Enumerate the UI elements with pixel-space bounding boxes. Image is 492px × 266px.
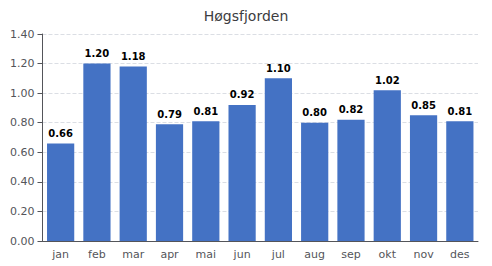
svg-text:sep: sep bbox=[341, 248, 360, 261]
svg-text:apr: apr bbox=[160, 248, 179, 261]
svg-text:jan: jan bbox=[51, 248, 69, 261]
svg-text:des: des bbox=[450, 248, 470, 261]
svg-text:1.20: 1.20 bbox=[10, 57, 35, 70]
svg-text:1.20: 1.20 bbox=[85, 48, 110, 59]
svg-text:1.18: 1.18 bbox=[121, 51, 146, 62]
svg-text:0.40: 0.40 bbox=[10, 175, 35, 188]
svg-text:0.85: 0.85 bbox=[411, 100, 436, 111]
svg-text:feb: feb bbox=[88, 248, 106, 261]
svg-text:okt: okt bbox=[379, 248, 397, 261]
svg-text:1.10: 1.10 bbox=[266, 63, 291, 74]
svg-text:mai: mai bbox=[196, 248, 217, 261]
svg-text:0.79: 0.79 bbox=[157, 109, 182, 120]
svg-text:0.81: 0.81 bbox=[448, 106, 473, 117]
svg-text:0.82: 0.82 bbox=[339, 104, 364, 115]
svg-text:0.20: 0.20 bbox=[10, 205, 35, 218]
svg-text:0.92: 0.92 bbox=[230, 89, 255, 100]
svg-text:0.00: 0.00 bbox=[10, 235, 35, 248]
svg-text:Høgsfjorden: Høgsfjorden bbox=[204, 8, 289, 24]
svg-text:0.66: 0.66 bbox=[48, 128, 73, 139]
svg-text:mar: mar bbox=[122, 248, 144, 261]
svg-text:1.40: 1.40 bbox=[10, 28, 35, 41]
svg-text:0.81: 0.81 bbox=[193, 106, 218, 117]
svg-text:nov: nov bbox=[413, 248, 434, 261]
svg-text:1.00: 1.00 bbox=[10, 87, 35, 100]
svg-text:1.02: 1.02 bbox=[375, 75, 400, 86]
svg-text:aug: aug bbox=[304, 248, 325, 261]
svg-text:0.60: 0.60 bbox=[10, 146, 35, 159]
svg-text:jun: jun bbox=[233, 248, 251, 261]
svg-text:jul: jul bbox=[271, 248, 285, 261]
svg-text:0.80: 0.80 bbox=[10, 116, 35, 129]
svg-text:0.80: 0.80 bbox=[302, 107, 327, 118]
